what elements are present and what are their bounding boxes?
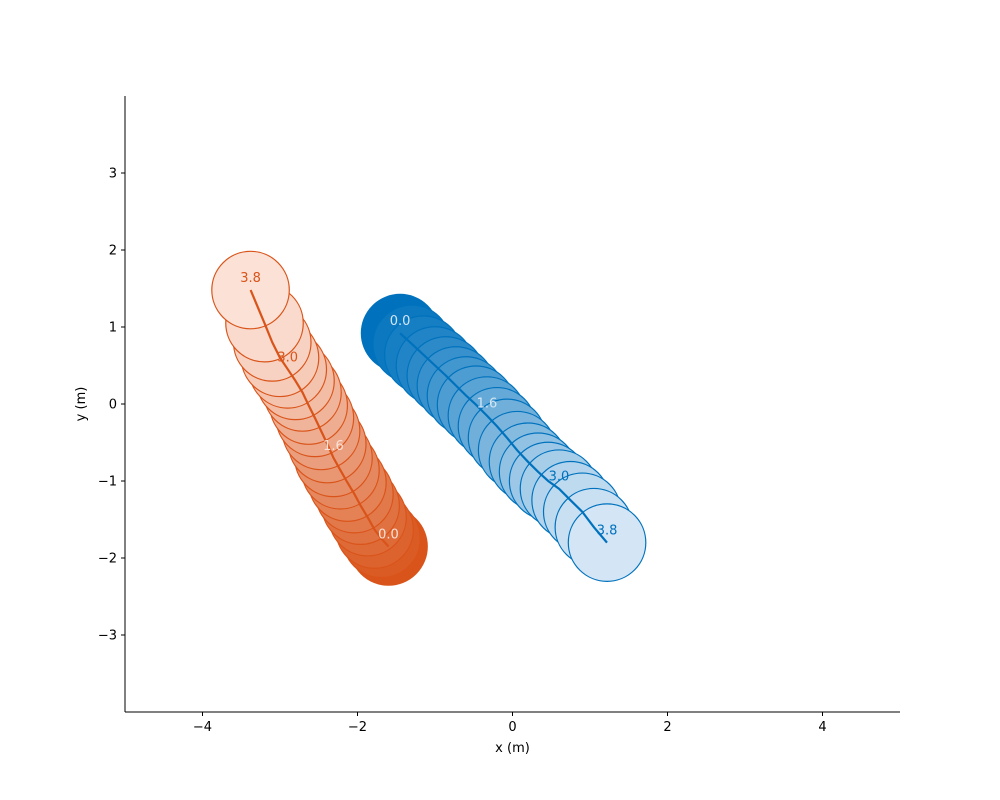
agent-0-path-line xyxy=(249,289,390,548)
agent-1-path-line xyxy=(399,332,608,544)
axes: −4 −2 0 2 4 −3 −2 −1 0 1 2 3 x (m) y (m) xyxy=(74,96,900,756)
x-tick-label: −2 xyxy=(348,720,367,735)
x-tick-label: −4 xyxy=(193,720,212,735)
x-tick-label: 0 xyxy=(508,720,516,735)
y-tick-label: 3 xyxy=(109,167,117,182)
x-tick-label: 2 xyxy=(663,720,671,735)
time-label: 0.0 xyxy=(378,527,399,542)
agent-1-trajectory xyxy=(360,293,647,582)
time-label: 1.6 xyxy=(323,439,344,454)
x-tick-label: 4 xyxy=(818,720,826,735)
agent-0-trajectory xyxy=(211,250,428,586)
time-label: 3.0 xyxy=(277,350,298,365)
agent-1-position xyxy=(567,503,647,582)
time-labels: 0.0 1.6 3.0 3.8 0.0 1.6 3.0 3.8 xyxy=(240,271,617,542)
y-tick-label: 0 xyxy=(109,398,117,413)
y-tick-label: −3 xyxy=(98,629,117,644)
time-label: 1.6 xyxy=(477,397,498,412)
y-tick-label: 1 xyxy=(109,321,117,336)
time-label: 3.8 xyxy=(597,524,618,539)
time-label: 3.0 xyxy=(549,470,570,485)
y-axis-label: y (m) xyxy=(74,387,89,422)
y-tick-label: −1 xyxy=(98,475,117,490)
y-tick-label: −2 xyxy=(98,552,117,567)
x-axis-label: x (m) xyxy=(495,741,530,756)
time-label: 0.0 xyxy=(390,314,411,329)
agent-trajectories xyxy=(211,250,647,586)
time-label: 3.8 xyxy=(240,271,261,286)
y-tick-label: 2 xyxy=(109,244,117,259)
